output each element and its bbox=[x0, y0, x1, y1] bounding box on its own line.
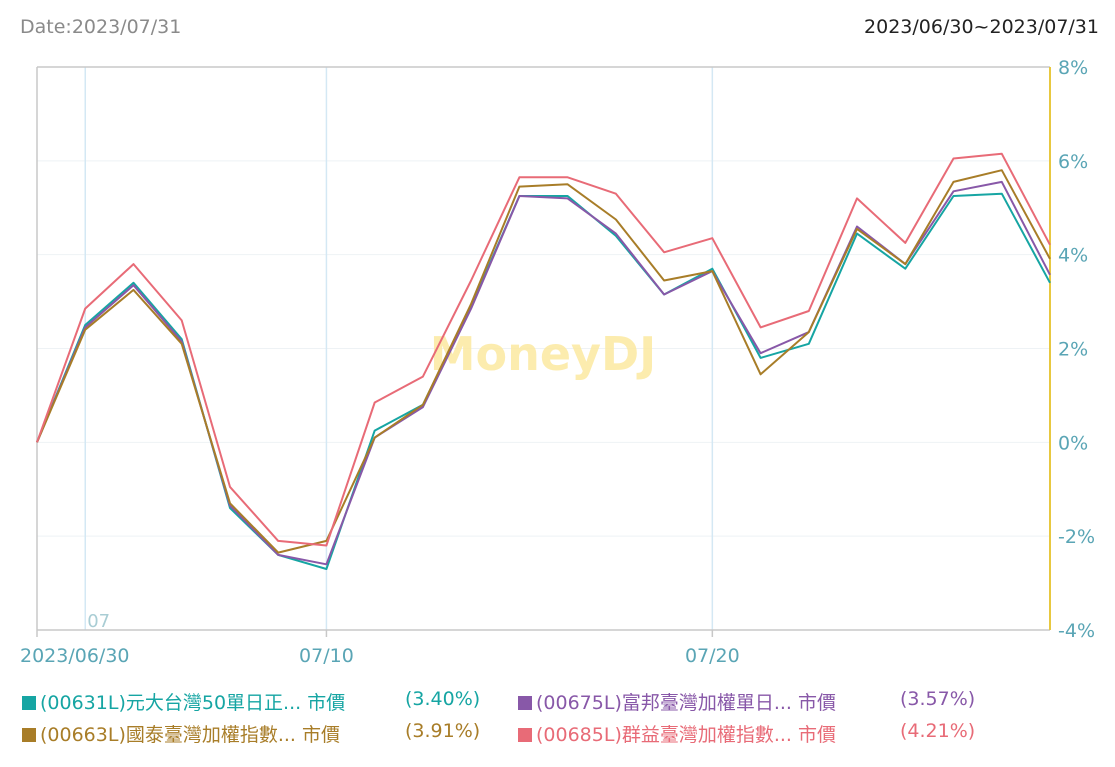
legend-series-name: (00685L)群益臺灣加權指數... 市價 bbox=[536, 724, 837, 746]
legend-series-value: (3.57%) bbox=[900, 688, 976, 710]
x-tick-label: 07/20 bbox=[685, 645, 740, 667]
legend-series-name: (00675L)富邦臺灣加權單日... 市價 bbox=[536, 692, 837, 714]
legend-series-value: (4.21%) bbox=[900, 720, 976, 742]
legend-series-value: (3.91%) bbox=[405, 720, 481, 742]
legend-swatch bbox=[22, 728, 36, 742]
y-tick-label: 8% bbox=[1058, 57, 1088, 79]
legend-swatch bbox=[22, 696, 36, 710]
date-range-label: 2023/06/30~2023/07/31 bbox=[864, 16, 1099, 38]
x-month-label: 07 bbox=[87, 611, 110, 632]
legend-series-value: (3.40%) bbox=[405, 688, 481, 710]
x-tick-label: 07/10 bbox=[299, 645, 354, 667]
y-tick-label: 2% bbox=[1058, 339, 1088, 361]
date-label: Date:2023/07/31 bbox=[20, 16, 182, 38]
series-line-1 bbox=[36, 192, 1051, 570]
legend-item[interactable]: (00685L)群益臺灣加權指數... 市價 bbox=[518, 720, 836, 747]
y-tick-label: 6% bbox=[1058, 151, 1088, 173]
y-tick-label: 4% bbox=[1058, 245, 1088, 267]
legend-swatch bbox=[518, 696, 532, 710]
series-line-3 bbox=[36, 169, 1051, 554]
legend-item[interactable]: (00663L)國泰臺灣加權指數... 市價 bbox=[22, 720, 340, 747]
legend-series-name: (00631L)元大台灣50單日正... 市價 bbox=[40, 692, 346, 714]
y-tick-label: -2% bbox=[1058, 526, 1095, 548]
legend-swatch bbox=[518, 728, 532, 742]
x-tick-label: 2023/06/30 bbox=[20, 645, 130, 667]
y-tick-label: 0% bbox=[1058, 432, 1088, 454]
watermark: MoneyDJ bbox=[430, 327, 657, 381]
y-tick-label: -4% bbox=[1058, 620, 1095, 642]
legend-series-name: (00663L)國泰臺灣加權指數... 市價 bbox=[40, 724, 341, 746]
series-line-4 bbox=[36, 152, 1051, 547]
legend-item[interactable]: (00631L)元大台灣50單日正... 市價 bbox=[22, 688, 345, 715]
legend-item[interactable]: (00675L)富邦臺灣加權單日... 市價 bbox=[518, 688, 836, 715]
